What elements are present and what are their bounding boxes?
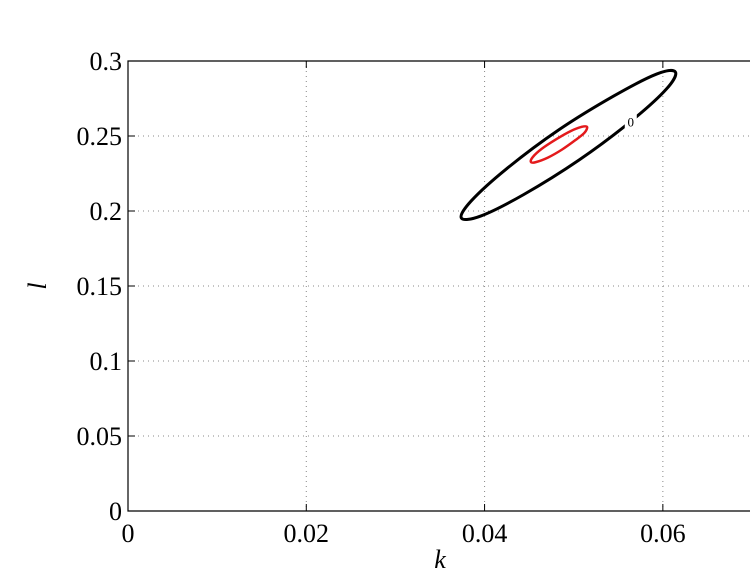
contour-label: 0 xyxy=(628,114,635,129)
x-tick-label: 0 xyxy=(122,519,135,548)
x-tick-label: 0.06 xyxy=(640,519,686,548)
axes-frame xyxy=(127,60,750,512)
contour-line xyxy=(529,125,589,164)
y-tick-label: 0.2 xyxy=(90,197,123,226)
y-tick-label: 0.05 xyxy=(77,422,123,451)
y-tick-label: 0 xyxy=(109,497,122,526)
y-tick-label: 0.15 xyxy=(77,272,123,301)
y-tick-label: 0.1 xyxy=(90,347,123,376)
x-tick-label: 0.04 xyxy=(462,519,508,548)
y-axis-label: l xyxy=(23,282,52,289)
y-tick-label: 0.25 xyxy=(77,122,123,151)
x-axis-label: k xyxy=(434,545,446,574)
contour-label-bg xyxy=(624,112,637,129)
x-tick-label: 0.02 xyxy=(284,519,330,548)
y-tick-label: 0.3 xyxy=(90,47,123,76)
